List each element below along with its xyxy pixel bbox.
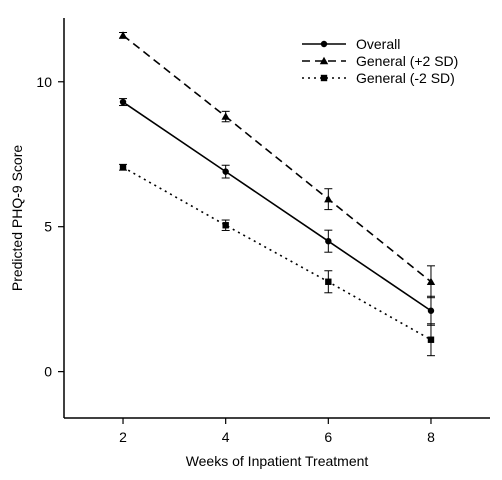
legend-label: General (-2 SD) xyxy=(356,70,455,86)
legend-label: Overall xyxy=(356,36,400,52)
series-line xyxy=(122,101,432,312)
series-2 xyxy=(118,31,436,299)
legend-marker xyxy=(320,74,328,82)
axes xyxy=(63,18,490,419)
series-line xyxy=(122,34,432,283)
data-point xyxy=(222,168,229,175)
data-point xyxy=(427,307,435,314)
data-point xyxy=(427,336,435,343)
legend-item: General (-2 SD) xyxy=(302,70,455,86)
data-point xyxy=(119,164,127,171)
legend-marker xyxy=(319,56,329,65)
legend-item: Overall xyxy=(302,36,400,52)
legend-item: General (+2 SD) xyxy=(302,53,458,69)
y-tick-label: 0 xyxy=(44,364,52,380)
ticks: 2 4 6 8 0 5 10 xyxy=(36,74,435,445)
series-1 xyxy=(119,98,435,326)
x-tick-label: 4 xyxy=(222,429,230,445)
data-point xyxy=(325,237,332,245)
x-axis-title: Weeks of Inpatient Treatment xyxy=(186,453,369,469)
data-point xyxy=(118,31,128,39)
data-point xyxy=(222,222,229,229)
data-point xyxy=(324,194,333,203)
y-axis-title: Predicted PHQ-9 Score xyxy=(9,145,25,291)
data-point xyxy=(221,112,230,120)
y-tick-label: 5 xyxy=(44,219,52,235)
legend-label: General (+2 SD) xyxy=(356,53,458,69)
series-3 xyxy=(119,163,435,357)
legend-marker xyxy=(320,40,328,48)
plot-area xyxy=(118,31,436,357)
data-point xyxy=(426,277,436,285)
data-point xyxy=(325,278,332,285)
x-tick-label: 2 xyxy=(119,429,127,445)
series-line xyxy=(122,166,432,341)
x-tick-label: 6 xyxy=(324,429,332,445)
data-point xyxy=(119,98,127,106)
x-tick-label: 8 xyxy=(427,429,435,445)
y-tick-label: 10 xyxy=(36,74,52,90)
